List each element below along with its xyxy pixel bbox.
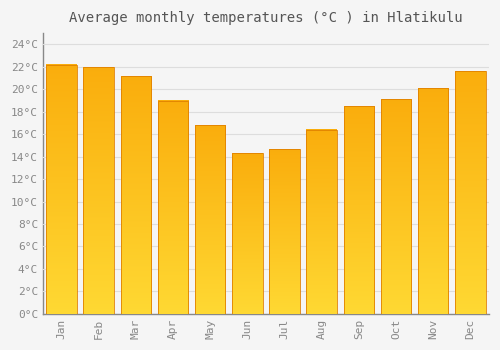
Bar [418,88,448,314]
Bar [46,65,77,314]
Bar [455,71,486,314]
Bar [120,76,151,314]
Bar [306,130,337,314]
Bar [195,125,226,314]
Bar [232,153,262,314]
Bar [270,149,300,314]
Title: Average monthly temperatures (°C ) in Hlatikulu: Average monthly temperatures (°C ) in Hl… [69,11,462,25]
Bar [381,99,411,314]
Bar [84,67,114,314]
Bar [158,100,188,314]
Bar [344,106,374,314]
